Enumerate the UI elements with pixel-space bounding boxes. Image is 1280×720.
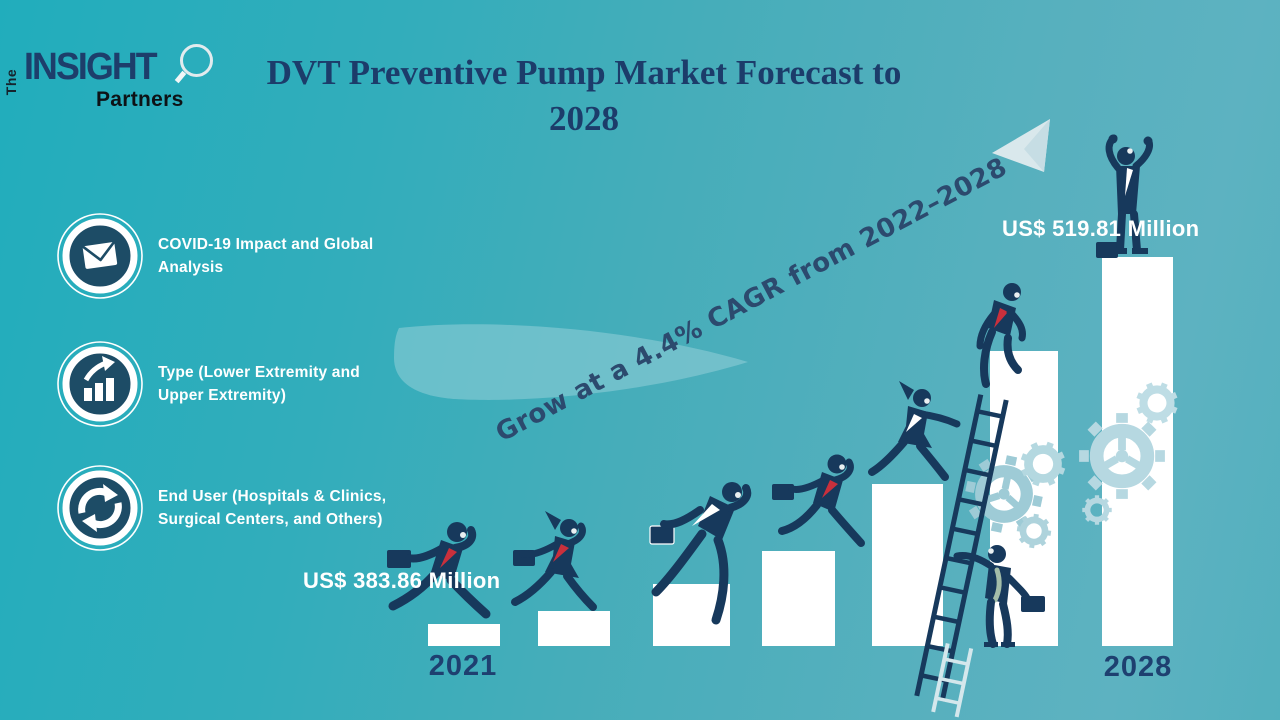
businessman-ladder-holder-figure	[953, 545, 1045, 648]
businesswoman-runner-figure	[511, 511, 597, 611]
paper-plane-icon	[992, 119, 1050, 172]
value-label-2021: US$ 383.86 Million	[303, 568, 501, 593]
businessman-climbing-figure	[976, 283, 1026, 388]
ladder-light	[931, 643, 974, 718]
bar	[538, 611, 610, 646]
businessman-leaping-figure	[649, 482, 752, 625]
feature-label: COVID-19 Impact and Global Analysis	[158, 235, 374, 276]
magnifier-icon	[180, 44, 213, 77]
feature-label: Type (Lower Extremity and Upper Extremit…	[158, 363, 360, 404]
sync-arrows-icon	[57, 465, 143, 551]
businessman-celebrating-figure	[1096, 134, 1153, 258]
bar	[428, 624, 500, 646]
feature-item-enduser: End User (Hospitals & Clinics, Surgical …	[56, 464, 401, 552]
company-logo: The INSIGHT Partners	[3, 44, 221, 120]
businesswoman-runner-figure	[868, 381, 961, 481]
gear-cluster-right	[1079, 376, 1184, 525]
businessman-runner-figure	[387, 522, 491, 619]
envelope-icon	[57, 213, 143, 299]
logo-word-insight: INSIGHT	[24, 46, 158, 88]
feature-item-covid: COVID-19 Impact and Global Analysis	[56, 212, 401, 300]
businessman-runner-figure	[772, 454, 865, 547]
growth-chart-icon	[57, 341, 143, 427]
year-label-2021: 2021	[428, 650, 498, 682]
logo-word-partners: Partners	[96, 88, 184, 111]
bar	[762, 551, 835, 646]
feature-label: End User (Hospitals & Clinics, Surgical …	[158, 487, 387, 528]
year-label-2028: 2028	[1103, 651, 1173, 683]
page-title: DVT Preventive Pump Market Forecast to 2…	[266, 53, 902, 138]
logo-word-the: The	[3, 68, 20, 96]
feature-item-type: Type (Lower Extremity and Upper Extremit…	[56, 340, 401, 428]
value-label-2028: US$ 519.81 Million	[1002, 216, 1200, 241]
